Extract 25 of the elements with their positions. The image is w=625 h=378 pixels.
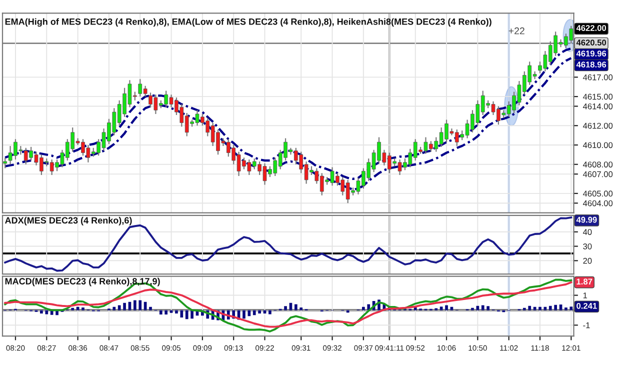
y-tick-label: 4615.00 bbox=[582, 94, 613, 100]
y-tick-label: 4614.00 bbox=[582, 103, 613, 110]
chart-title: ADX(MES DEC23 (4 Renko),6) bbox=[5, 216, 132, 226]
y-tick-label: 1 bbox=[583, 292, 588, 298]
y-tick-label: 20 bbox=[583, 258, 592, 264]
data-label: 4619.96 bbox=[576, 50, 606, 56]
y-tick-label: 30 bbox=[583, 243, 592, 250]
text: EMA(High of MES DEC23 (4 Renko),8), EMA(Low of MES DEC23 (4 Renko),8), HeikenAshi8(MES DEC23 (4 Renko)) bbox=[5, 18, 492, 27]
data-label: 4618.96 bbox=[576, 62, 606, 68]
data-label: 49.99 bbox=[576, 216, 597, 223]
annotation: +22 bbox=[508, 27, 524, 34]
data-label: 1.87 bbox=[576, 278, 592, 285]
ref-line-label: 4620.50 bbox=[576, 40, 606, 46]
y-tick-label: 4608.00 bbox=[582, 162, 613, 168]
annotation: 4622.00 bbox=[576, 25, 606, 31]
y-tick-label: 4610.00 bbox=[582, 142, 613, 148]
y-tick-label: 4612.00 bbox=[582, 122, 613, 129]
annotation: 0.241 bbox=[576, 302, 597, 309]
y-tick-label: 4617.00 bbox=[582, 74, 613, 80]
y-tick-label: -1 bbox=[583, 322, 590, 328]
y-tick-label: 4605.00 bbox=[582, 190, 613, 197]
y-tick-label: 4607.00 bbox=[582, 171, 613, 178]
y-tick-label: 40 bbox=[582, 229, 592, 235]
y-tick-label: 4604.00 bbox=[582, 200, 613, 206]
chart-title: MACD(MES DEC23 (4 Renko),8,17,9) bbox=[5, 278, 160, 286]
